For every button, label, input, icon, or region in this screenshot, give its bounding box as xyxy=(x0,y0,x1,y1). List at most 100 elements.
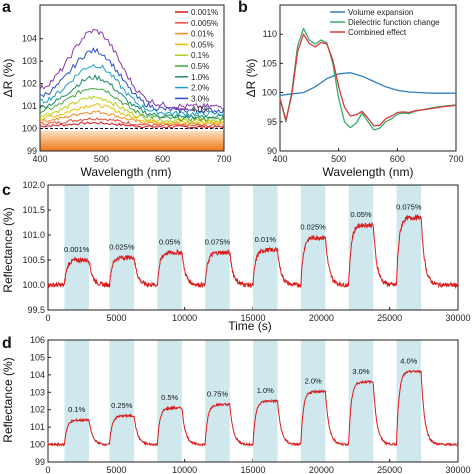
series-line-0.1% xyxy=(39,95,225,124)
panel-b-letter: b xyxy=(238,0,248,16)
pulse-shade xyxy=(64,185,89,310)
x-tick-label: 30000 xyxy=(445,465,470,474)
x-tick-label: 700 xyxy=(448,154,463,164)
y-tick-label: 103 xyxy=(30,387,45,397)
signal-trace xyxy=(47,369,459,448)
pulse-label: 0.05% xyxy=(350,210,372,219)
legend-label: Dielectric function change xyxy=(348,18,440,27)
x-tick-label: 600 xyxy=(390,154,405,164)
series-line-0.05% xyxy=(39,103,225,125)
legend-label: Combined effect xyxy=(348,28,407,37)
x-tick-label: 5000 xyxy=(106,313,126,323)
x-tick-label: 400 xyxy=(272,154,287,164)
legend-label: Volume expansion xyxy=(348,8,413,17)
x-tick-label: 10000 xyxy=(172,465,197,474)
panel-b-ylabel: ΔR (%) xyxy=(244,59,258,98)
legend-label: 4.0% xyxy=(191,105,209,114)
plot-root: 400 500 600 700 99 100 101 102 103 104 0.001% 0.005… xyxy=(22,4,471,474)
y-tick-label: 105 xyxy=(262,58,277,68)
x-tick-label: 30000 xyxy=(445,313,470,323)
y-tick-label: 110 xyxy=(263,29,277,39)
pulse-label: 0.75% xyxy=(207,389,229,398)
pulse-shade xyxy=(205,340,230,462)
signal-trace xyxy=(47,213,459,290)
legend-label: 0.005% xyxy=(191,19,218,28)
y-tick-label: 104 xyxy=(30,370,45,380)
x-tick-label: 500 xyxy=(94,154,109,164)
legend-label: 0.1% xyxy=(191,51,209,60)
x-tick-label: 10000 xyxy=(172,313,197,323)
pulse-label: 4.0% xyxy=(400,356,417,365)
series-line-0.5% xyxy=(39,88,225,122)
y-tick-label: 101 xyxy=(22,101,37,111)
y-tick-label: 100.5 xyxy=(22,255,45,265)
panel-a-frame xyxy=(39,4,225,152)
pulse-label: 0.025% xyxy=(109,243,135,252)
pulse-label: 0.25% xyxy=(111,401,133,410)
series-line-volume-expansion xyxy=(279,72,456,97)
y-tick-label: 100 xyxy=(30,440,45,450)
x-tick-label: 25000 xyxy=(377,465,402,474)
y-tick-label: 99.5 xyxy=(27,305,45,315)
x-tick-label: 600 xyxy=(155,154,170,164)
series-line-0.005% xyxy=(39,117,225,128)
y-tick-label: 102.0 xyxy=(22,180,45,190)
panel-a-letter: a xyxy=(2,0,11,16)
series-line-dielectric-function-change xyxy=(279,27,457,131)
pulse-shade xyxy=(348,340,374,462)
panel-d-frame-top xyxy=(47,339,459,463)
pulse-label: 0.075% xyxy=(396,203,422,212)
series-line-1.0% xyxy=(39,73,225,120)
panel-b-frame xyxy=(279,4,457,152)
y-tick-label: 99 xyxy=(27,146,37,156)
y-tick-label: 100.0 xyxy=(22,280,45,290)
x-tick-label: 20000 xyxy=(309,465,334,474)
panel-c-frame-top xyxy=(47,184,459,311)
series-line-4.0% xyxy=(39,28,225,110)
panel-a-xlabel: Wavelength (nm) xyxy=(81,165,172,179)
y-tick-label: 102 xyxy=(30,405,45,415)
pulse-shade xyxy=(396,185,422,310)
panel-c-xlabel: Time (s) xyxy=(228,319,272,333)
pulse-shade xyxy=(396,340,422,462)
pulse-label: 1.0% xyxy=(257,386,274,395)
pulse-shade xyxy=(205,185,230,310)
legend-label: 0.001% xyxy=(191,8,218,17)
legend-label: 2.0% xyxy=(191,84,209,93)
pulse-shade xyxy=(109,185,135,310)
y-tick-label: 100 xyxy=(262,88,277,98)
y-tick-label: 101.5 xyxy=(22,205,45,215)
legend-label: 0.5% xyxy=(191,62,209,71)
y-tick-label: 90 xyxy=(267,146,277,156)
pulse-shade xyxy=(348,185,374,310)
substrate-band xyxy=(40,130,224,151)
y-tick-label: 95 xyxy=(267,117,277,127)
x-tick-label: 15000 xyxy=(240,465,265,474)
panel-c-ylabel: Reflectance (%) xyxy=(1,207,15,292)
pulse-label: 2.0% xyxy=(305,376,322,385)
x-tick-label: 700 xyxy=(216,154,231,164)
panel-c-letter: c xyxy=(2,182,11,199)
pulse-shade xyxy=(157,185,182,310)
x-tick-label: 400 xyxy=(32,154,47,164)
pulse-label: 0.025% xyxy=(300,223,326,232)
pulse-label: 0.1% xyxy=(68,405,85,414)
x-tick-label: 25000 xyxy=(377,313,402,323)
legend-label: 1.0% xyxy=(191,73,209,82)
panel-b-xlabel: Wavelength (nm) xyxy=(323,165,414,179)
panel-d-letter: d xyxy=(2,335,12,352)
y-tick-label: 106 xyxy=(30,335,45,345)
x-tick-label: 0 xyxy=(45,313,50,323)
series-line-combined-effect xyxy=(279,33,457,127)
x-tick-label: 15000 xyxy=(240,313,265,323)
y-tick-label: 102 xyxy=(22,79,37,89)
pulse-label: 0.001% xyxy=(64,245,90,254)
x-tick-label: 5000 xyxy=(106,465,126,474)
y-tick-label: 100 xyxy=(22,124,37,134)
x-tick-label: 0 xyxy=(45,465,50,474)
y-tick-label: 105 xyxy=(30,352,45,362)
panel-a-ylabel: ΔR (%) xyxy=(1,59,15,98)
pulse-shade xyxy=(157,340,182,462)
pulse-shade xyxy=(109,340,135,462)
